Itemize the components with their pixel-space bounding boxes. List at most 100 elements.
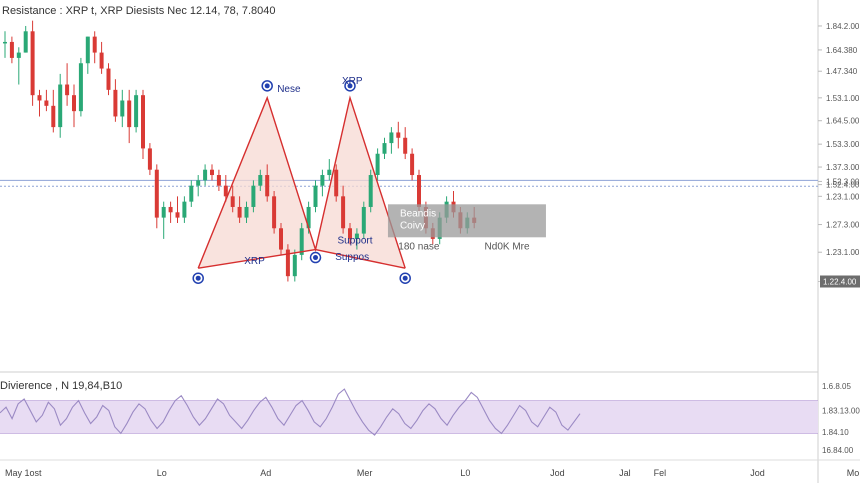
y-tick-label: 1.53.1.00	[826, 94, 860, 103]
candle-body	[389, 132, 394, 144]
candle	[299, 222, 304, 261]
candle-body	[299, 228, 304, 255]
current-price-label: 1.22.4.00	[823, 278, 857, 287]
harmonic-pattern-fill	[198, 97, 406, 269]
candle-body	[265, 175, 270, 197]
candle-body	[348, 228, 352, 239]
annotation-box-text: Coivy	[400, 220, 425, 231]
pattern-point-dot	[347, 83, 353, 89]
x-tick-label: Jal	[619, 468, 631, 478]
oscillator-band	[0, 400, 818, 434]
candle	[334, 164, 339, 202]
y-tick-label: 1.37.3.00	[826, 163, 860, 172]
candle-body	[65, 84, 70, 96]
current-price-badge	[820, 275, 860, 288]
candle-body	[161, 206, 166, 218]
candle	[216, 169, 221, 191]
candle	[189, 180, 194, 207]
candle	[313, 180, 318, 213]
y-tick-label: 1.47.340	[826, 67, 858, 76]
candle	[182, 196, 187, 223]
candle-body	[306, 206, 311, 229]
candle-body	[92, 36, 97, 53]
oscillator-y-tick: 1.6.8.05	[822, 382, 851, 391]
oscillator-y-tick: 16.84.00	[822, 446, 854, 455]
candle	[292, 249, 297, 282]
candle-body	[320, 175, 325, 186]
pattern-point-label: XRP	[342, 76, 363, 87]
candle	[382, 137, 387, 160]
candle-body	[237, 206, 242, 218]
candle	[230, 185, 235, 213]
candle	[99, 41, 104, 74]
candle-body	[292, 254, 297, 277]
candle	[265, 164, 270, 202]
oscillator-y-tick: 1.84.10	[822, 428, 849, 437]
annotation-box-bg	[387, 204, 546, 238]
below-label: 180 nase	[398, 242, 440, 253]
candle	[258, 169, 263, 191]
candle	[327, 159, 332, 181]
candle	[410, 148, 415, 181]
harmonic-pattern-lines	[197, 95, 406, 269]
candle	[223, 175, 228, 202]
candle-body	[327, 169, 332, 176]
candle-body	[37, 95, 42, 101]
pattern-point-dot	[264, 83, 270, 89]
candle	[3, 31, 7, 58]
x-tick-label: Lo	[157, 468, 167, 478]
candle	[396, 121, 401, 149]
candle-body	[106, 68, 111, 90]
candle	[244, 201, 249, 223]
x-tick-label: May 1ost	[5, 468, 42, 478]
candle	[341, 185, 346, 234]
pattern-point-label: Support	[338, 236, 373, 247]
y-tick-label: 1.84.2.00	[826, 22, 860, 31]
candle	[154, 164, 159, 229]
candle-body	[141, 95, 145, 149]
candle	[175, 196, 180, 223]
candle-body	[168, 206, 173, 213]
candle-body	[44, 100, 49, 106]
candle-body	[196, 180, 201, 186]
y-tick-label: 1.64.380	[826, 46, 858, 55]
oscillator-title: Divierence , N 19,84,B10	[0, 380, 123, 392]
pattern-point-dot	[195, 275, 201, 281]
pattern-base-left	[198, 248, 316, 269]
candle	[106, 63, 111, 96]
candle-body	[410, 153, 415, 176]
candle	[9, 36, 14, 64]
candle-body	[375, 153, 380, 176]
candle-body	[3, 41, 7, 44]
pattern-triangle-left	[198, 97, 316, 269]
candle	[30, 20, 35, 106]
candle	[120, 89, 125, 128]
pattern-point-label: Suppos	[335, 252, 369, 263]
candle-body	[85, 36, 90, 64]
pattern-triangle-right	[315, 97, 406, 269]
candle-body	[285, 249, 290, 277]
oscillator-line	[0, 388, 581, 436]
candle-body	[258, 175, 263, 186]
candle	[78, 57, 83, 117]
candle-body	[361, 206, 366, 234]
pattern-point-label: XRP	[244, 256, 265, 267]
candle	[285, 244, 290, 282]
candle	[51, 89, 56, 133]
candle	[127, 89, 132, 144]
candle-body	[403, 137, 408, 154]
candle	[44, 89, 49, 112]
candle	[161, 201, 166, 239]
candle	[113, 79, 118, 122]
x-tick-label: Jod	[550, 468, 565, 478]
y-tick-label: 1.52.3.00	[826, 177, 860, 186]
candle	[65, 63, 70, 106]
candle-body	[30, 31, 35, 96]
candle	[92, 31, 97, 64]
candle	[348, 222, 352, 245]
price-axis: 1.84.2.00 1.64.380 1.47.340 1.53.1.00 1.64.5…	[820, 22, 860, 288]
candle	[361, 201, 366, 239]
annotation-box-text: Beandis	[400, 208, 436, 219]
candle-body	[272, 196, 277, 229]
candle	[58, 73, 63, 138]
